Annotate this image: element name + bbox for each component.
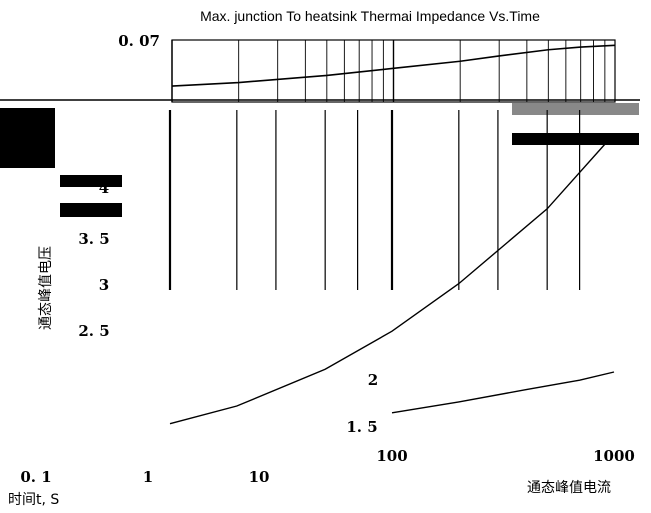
- voltage-y-tick-3: 2. 5: [78, 322, 109, 340]
- voltage-y-tick-1: 3. 5: [78, 230, 109, 248]
- thermal-chart-title: Max. junction To heatsink Thermai Impeda…: [200, 8, 540, 24]
- voltage-x-axis-label: 通态峰值电流: [527, 480, 611, 496]
- voltage-y-tick-4: 2: [368, 371, 378, 389]
- thermal-x-axis-label: 时间t, S: [8, 492, 59, 508]
- voltage-x-tick-2: 1000: [593, 447, 635, 465]
- voltage-x-tick-1: 100: [376, 447, 407, 465]
- voltage-current-chart: 4 3. 5 3 2. 5 2 1. 5 100 1000 0. 1 1 10 …: [0, 99, 640, 508]
- artifact-bar: [60, 203, 122, 217]
- thermal-series-line: [171, 44, 616, 87]
- thermal-grid: [171, 40, 606, 102]
- voltage-y-tick-5: 1. 5: [346, 418, 377, 436]
- voltage-y-tick-2: 3: [99, 276, 109, 294]
- voltage-y-axis-label: 通态峰值电压: [38, 246, 54, 330]
- thermal-impedance-chart: Max. junction To heatsink Thermai Impeda…: [118, 8, 639, 145]
- thermal-legend-bar-dark: [512, 133, 639, 145]
- voltage-grid: [0, 99, 640, 290]
- voltage-series-line-2: [391, 371, 615, 414]
- thermal-x-tick-0: 0. 1: [20, 468, 51, 486]
- thermal-y-tick-0: 0. 07: [118, 32, 160, 50]
- thermal-legend-bar: [512, 103, 639, 115]
- voltage-y-tick-0: 4: [99, 179, 109, 197]
- artifact-bar: [60, 175, 122, 187]
- voltage-series-line-1: [169, 133, 615, 425]
- thermal-x-tick-1: 1: [143, 468, 153, 486]
- artifact-block: [0, 108, 55, 168]
- thermal-x-tick-2: 10: [249, 468, 270, 486]
